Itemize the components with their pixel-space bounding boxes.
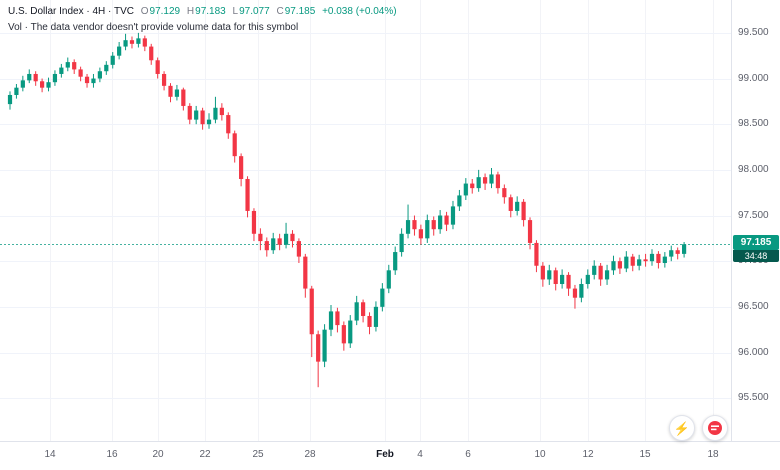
- price-axis-label: 95.500: [738, 392, 769, 404]
- symbol-title[interactable]: U.S. Dollar Index · 4H · TVC: [8, 6, 134, 17]
- open-label: O: [140, 6, 149, 17]
- price-axis-label: 99.500: [738, 26, 769, 38]
- price-axis-label: 98.500: [738, 118, 769, 130]
- economic-calendar-button[interactable]: [702, 415, 728, 441]
- time-axis-label: 4: [417, 449, 423, 460]
- low-value: 97.077: [239, 6, 270, 17]
- open-value: 97.129: [149, 6, 181, 17]
- price-axis-label: 96.500: [738, 300, 769, 312]
- lightning-icon: ⚡: [673, 420, 691, 436]
- price-axis-label: 99.000: [738, 72, 769, 84]
- lightning-button[interactable]: ⚡: [669, 415, 695, 441]
- high-value: 97.183: [195, 6, 226, 17]
- symbol-info-bar: U.S. Dollar Index · 4H · TVC O97.129 H97…: [8, 6, 401, 17]
- close-value: 97.185: [284, 6, 316, 17]
- price-axis[interactable]: 97.185 34:48 99.500 99.000 98.500 98.000 97.…: [731, 0, 780, 442]
- price-axis-label: 96.000: [738, 346, 769, 358]
- time-axis-label: Feb: [376, 449, 394, 460]
- time-axis-label: 25: [252, 449, 264, 460]
- close-label: C: [276, 6, 284, 17]
- time-axis[interactable]: 14 16 20 22 25 28 Feb 4 6 10 12 15 18: [0, 441, 780, 470]
- time-axis-label: 15: [639, 449, 651, 460]
- time-axis-label: 10: [534, 449, 546, 460]
- bar-countdown: 34:48: [733, 250, 779, 263]
- time-axis-label: 28: [304, 449, 316, 460]
- time-axis-label: 20: [152, 449, 164, 460]
- volume-status-line: Vol · The data vendor doesn't provide vo…: [8, 22, 299, 33]
- low-label: L: [232, 6, 239, 17]
- time-axis-label: 12: [582, 449, 594, 460]
- time-axis-label: 18: [707, 449, 719, 460]
- price-axis-label: 97.500: [738, 209, 769, 221]
- last-price-value: 97.185: [733, 235, 779, 251]
- chart-canvas[interactable]: [0, 0, 732, 442]
- last-price-badge: 97.185 34:48: [733, 235, 779, 263]
- price-axis-label: 98.000: [738, 163, 769, 175]
- chart-plot-area[interactable]: U.S. Dollar Index · 4H · TVC O97.129 H97…: [0, 0, 732, 442]
- time-axis-label: 16: [106, 449, 118, 460]
- time-axis-label: 14: [44, 449, 56, 460]
- high-label: H: [186, 6, 195, 17]
- time-axis-label: 6: [465, 449, 471, 460]
- change-value: +0.038 (+0.04%): [322, 6, 397, 17]
- calendar-icon: [708, 421, 722, 435]
- time-axis-label: 22: [199, 449, 211, 460]
- legend: U.S. Dollar Index · 4H · TVC O97.129 H97…: [8, 6, 401, 33]
